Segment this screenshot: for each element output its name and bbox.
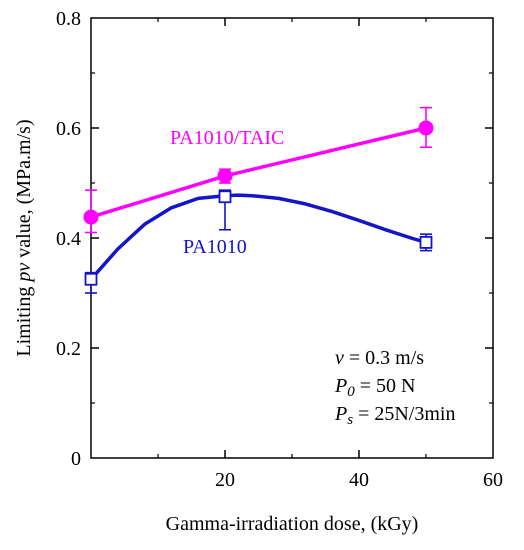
condition-step-load: Ps = 25N/3min xyxy=(334,403,455,428)
series-pa1010-taic xyxy=(83,106,434,234)
y-tick-label: 0.6 xyxy=(56,118,81,140)
series-label-pa1010: PA1010 xyxy=(183,236,247,258)
condition-step-load-value: = 25N/3min xyxy=(353,403,455,425)
series-label-pa1010-taic: PA1010/TAIC xyxy=(170,127,284,149)
condition-step-load-sub: s xyxy=(347,412,353,428)
tick-labels: 0 0.2 0.4 0.6 0.8 20 40 60 xyxy=(56,8,503,491)
condition-step-load-var: P xyxy=(334,403,347,425)
x-axis-title: Gamma-irradiation dose, (kGy) xyxy=(166,513,419,535)
y-tick-label: 0.4 xyxy=(56,228,81,250)
condition-velocity-value: = 0.3 m/s xyxy=(344,347,424,369)
x-tick-label: 20 xyxy=(215,469,235,491)
y-tick-label: 0.8 xyxy=(56,8,81,30)
series-pa1010 xyxy=(84,189,433,294)
y-axis-title-italic: pv xyxy=(13,263,35,284)
data-point xyxy=(218,190,232,204)
condition-initial-load-value: = 50 N xyxy=(355,375,416,397)
test-conditions: v = 0.3 m/s P0 = 50 N Ps = 25N/3min xyxy=(334,347,455,428)
series-line xyxy=(89,193,428,282)
series-layer xyxy=(83,106,434,294)
plot-frame xyxy=(90,17,494,459)
condition-velocity-var: v xyxy=(335,347,344,369)
axis-ticks xyxy=(91,18,493,458)
y-axis-title: Limiting pv value, (MPa.m/s) xyxy=(13,119,35,356)
condition-initial-load-var: P xyxy=(334,375,347,397)
data-point xyxy=(83,209,99,225)
y-axis-title-prefix: Limiting xyxy=(13,282,35,357)
x-tick-label: 40 xyxy=(349,469,369,491)
condition-initial-load: P0 = 50 N xyxy=(334,375,415,400)
data-point xyxy=(418,120,434,136)
condition-initial-load-sub: 0 xyxy=(347,384,355,400)
y-axis-title-suffix: value, (MPa.m/s) xyxy=(13,119,35,262)
data-point xyxy=(217,168,233,184)
condition-velocity: v = 0.3 m/s xyxy=(335,347,424,369)
data-point xyxy=(84,272,98,286)
y-tick-label: 0 xyxy=(71,448,81,470)
data-point xyxy=(419,235,433,249)
y-tick-label: 0.2 xyxy=(56,338,81,360)
x-tick-label: 60 xyxy=(483,469,503,491)
